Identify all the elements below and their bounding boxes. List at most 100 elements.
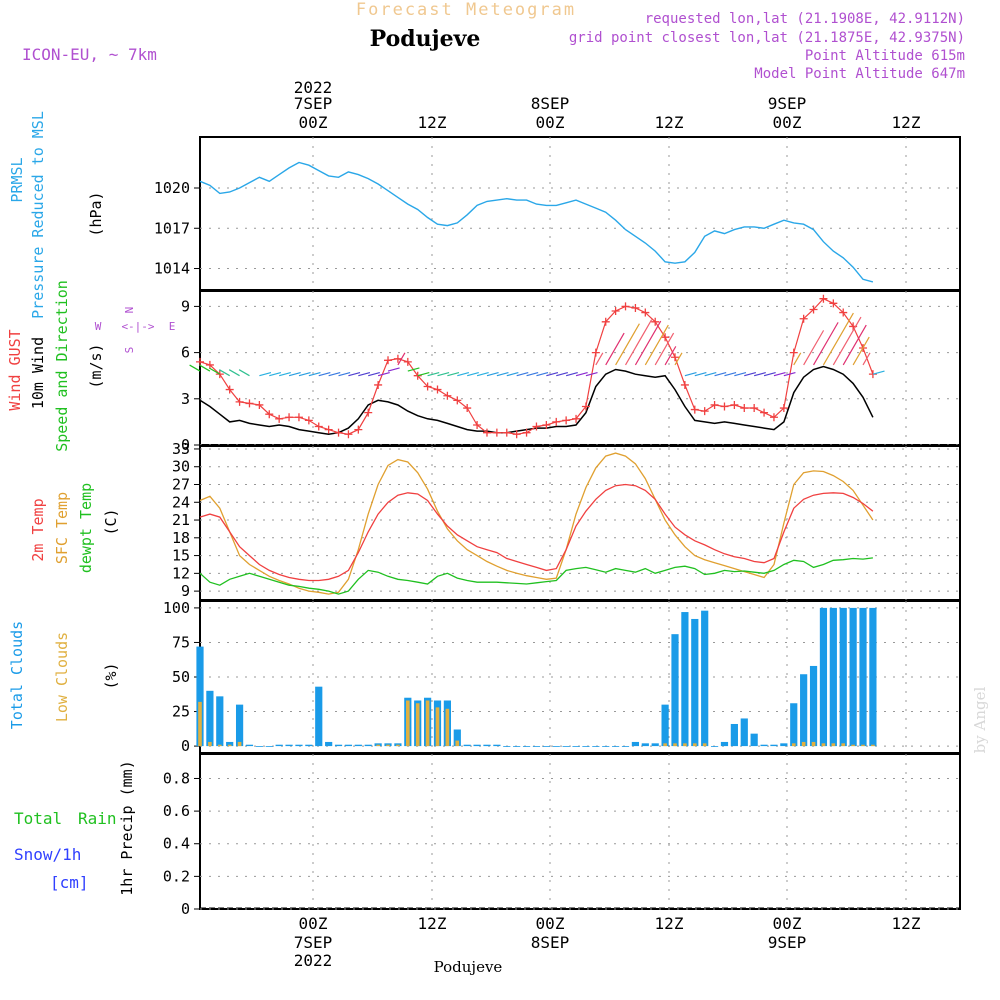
gust-marker <box>760 408 769 417</box>
wind-arrow <box>862 352 871 366</box>
wind-arrow <box>387 367 400 372</box>
gust-marker <box>552 417 561 426</box>
total-cloud-bar <box>592 746 600 747</box>
total-cloud-bar <box>651 743 659 747</box>
bottom-tick-4: 00Z <box>773 914 802 933</box>
pressure-label-1: PRMSL <box>8 157 26 202</box>
grid-coords: grid point closest lon,lat (21.1875E, 42… <box>569 30 965 46</box>
low-cloud-bar <box>702 743 707 747</box>
low-cloud-bar <box>406 700 410 747</box>
total-cloud-bar <box>542 746 550 747</box>
low-cloud-bar <box>396 744 400 747</box>
wind-arrow <box>368 372 380 377</box>
point-altitude: Point Altitude 615m <box>805 48 965 64</box>
clouds-ytick-label: 50 <box>172 668 190 686</box>
total-cloud-bar <box>473 744 481 747</box>
gust-marker <box>809 305 818 314</box>
top-time-axis: 2022 7SEP 8SEP 9SEP 00Z 12Z 00Z 12Z 00Z … <box>294 78 921 132</box>
gust-marker <box>661 333 670 342</box>
temperature-ytick-label: 27 <box>172 476 190 494</box>
total-cloud-bar <box>730 723 738 747</box>
total-cloud-bar <box>513 746 521 747</box>
total-cloud-bar <box>621 746 630 747</box>
total-cloud-bar <box>829 607 837 747</box>
gust-marker <box>601 317 610 326</box>
gust-marker <box>690 405 699 414</box>
wind-ytick-label: 3 <box>181 390 190 408</box>
credit-watermark: by Angel <box>971 686 989 753</box>
wind-arrow <box>734 372 747 377</box>
gust-marker <box>839 308 848 317</box>
temp-dew-label: dewpt Temp <box>77 483 95 573</box>
pressure-ytick-label: 1017 <box>154 219 190 237</box>
wind-arrow <box>605 332 625 366</box>
temperature-frame <box>199 445 961 601</box>
total-cloud-bar <box>522 746 531 747</box>
wind-arrow <box>189 364 201 372</box>
total-cloud-bar <box>275 744 283 747</box>
pressure-ytick-label: 1020 <box>154 179 190 197</box>
total-cloud-bar <box>671 634 679 747</box>
model-label: ICON-EU, ~ 7km <box>22 45 157 64</box>
gust-marker <box>750 404 759 413</box>
wind-arrow <box>654 332 675 366</box>
temp-sfc-line <box>199 452 874 595</box>
wind-arrow <box>298 372 311 377</box>
temperature-ytick-label: 21 <box>172 511 190 529</box>
total-cloud-bar <box>235 704 244 747</box>
gust-marker <box>522 428 531 437</box>
gust-marker <box>572 414 581 423</box>
wind-ytick-label: 6 <box>181 344 190 362</box>
compass-horizontal: <-|-> <box>121 320 154 333</box>
low-cloud-bar <box>841 743 846 747</box>
total-cloud-bar <box>295 744 303 747</box>
pressure-labels: PRMSL Pressure Reduced to MSL (hPa) <box>8 111 105 319</box>
total-cloud-bar <box>364 744 372 747</box>
wind-arrow <box>684 372 697 377</box>
gust-marker <box>779 404 788 413</box>
precip-ytick-label: 0.2 <box>163 867 190 885</box>
precip-frame <box>199 753 961 910</box>
total-cloud-bar <box>305 744 313 747</box>
wind-arrow <box>585 372 598 377</box>
gust-marker <box>245 399 254 408</box>
top-date-0: 7SEP <box>294 94 333 113</box>
wind-arrow <box>644 324 669 366</box>
wind-arrow <box>486 372 499 377</box>
wind-arrow <box>348 372 361 377</box>
low-cloud-bar <box>791 743 796 747</box>
gust-marker <box>196 357 204 366</box>
bottom-tick-3: 12Z <box>655 914 684 933</box>
total-cloud-bar <box>849 607 857 747</box>
total-cloud-bar <box>315 686 323 747</box>
wind-arrow <box>575 372 588 377</box>
wind-arrow <box>714 372 727 377</box>
total-cloud-bar <box>196 646 204 747</box>
total-cloud-bar <box>532 746 541 747</box>
precip-ytick-label: 0.8 <box>163 769 190 787</box>
total-cloud-bar <box>740 718 748 747</box>
gust-marker <box>502 428 511 437</box>
wind-arrow <box>218 369 230 377</box>
gust-marker <box>413 371 422 380</box>
gust-marker <box>829 299 838 308</box>
gust-marker <box>631 303 640 312</box>
total-cloud-bar <box>325 741 333 747</box>
gust-marker <box>740 404 749 413</box>
plot-content <box>189 161 960 909</box>
gust-marker <box>700 407 709 416</box>
wind-arrow <box>664 346 677 366</box>
gust-marker <box>215 370 224 379</box>
wind-arrow <box>872 370 885 375</box>
bottom-time-axis: 00Z 12Z 00Z 12Z 00Z 12Z 7SEP 8SEP 9SEP 2… <box>294 914 921 970</box>
wind-arrow <box>457 372 470 377</box>
gust-marker <box>562 416 571 425</box>
total-cloud-bar <box>859 607 867 747</box>
wind-arrow <box>328 372 341 377</box>
low-clouds-label: Low Clouds <box>53 632 71 722</box>
total-cloud-bar <box>819 607 828 747</box>
gust-marker <box>611 307 620 316</box>
wind-10m-label: 10m Wind <box>29 337 47 409</box>
temperature-ytick-label: 15 <box>172 547 190 565</box>
low-cloud-bar <box>217 744 222 747</box>
